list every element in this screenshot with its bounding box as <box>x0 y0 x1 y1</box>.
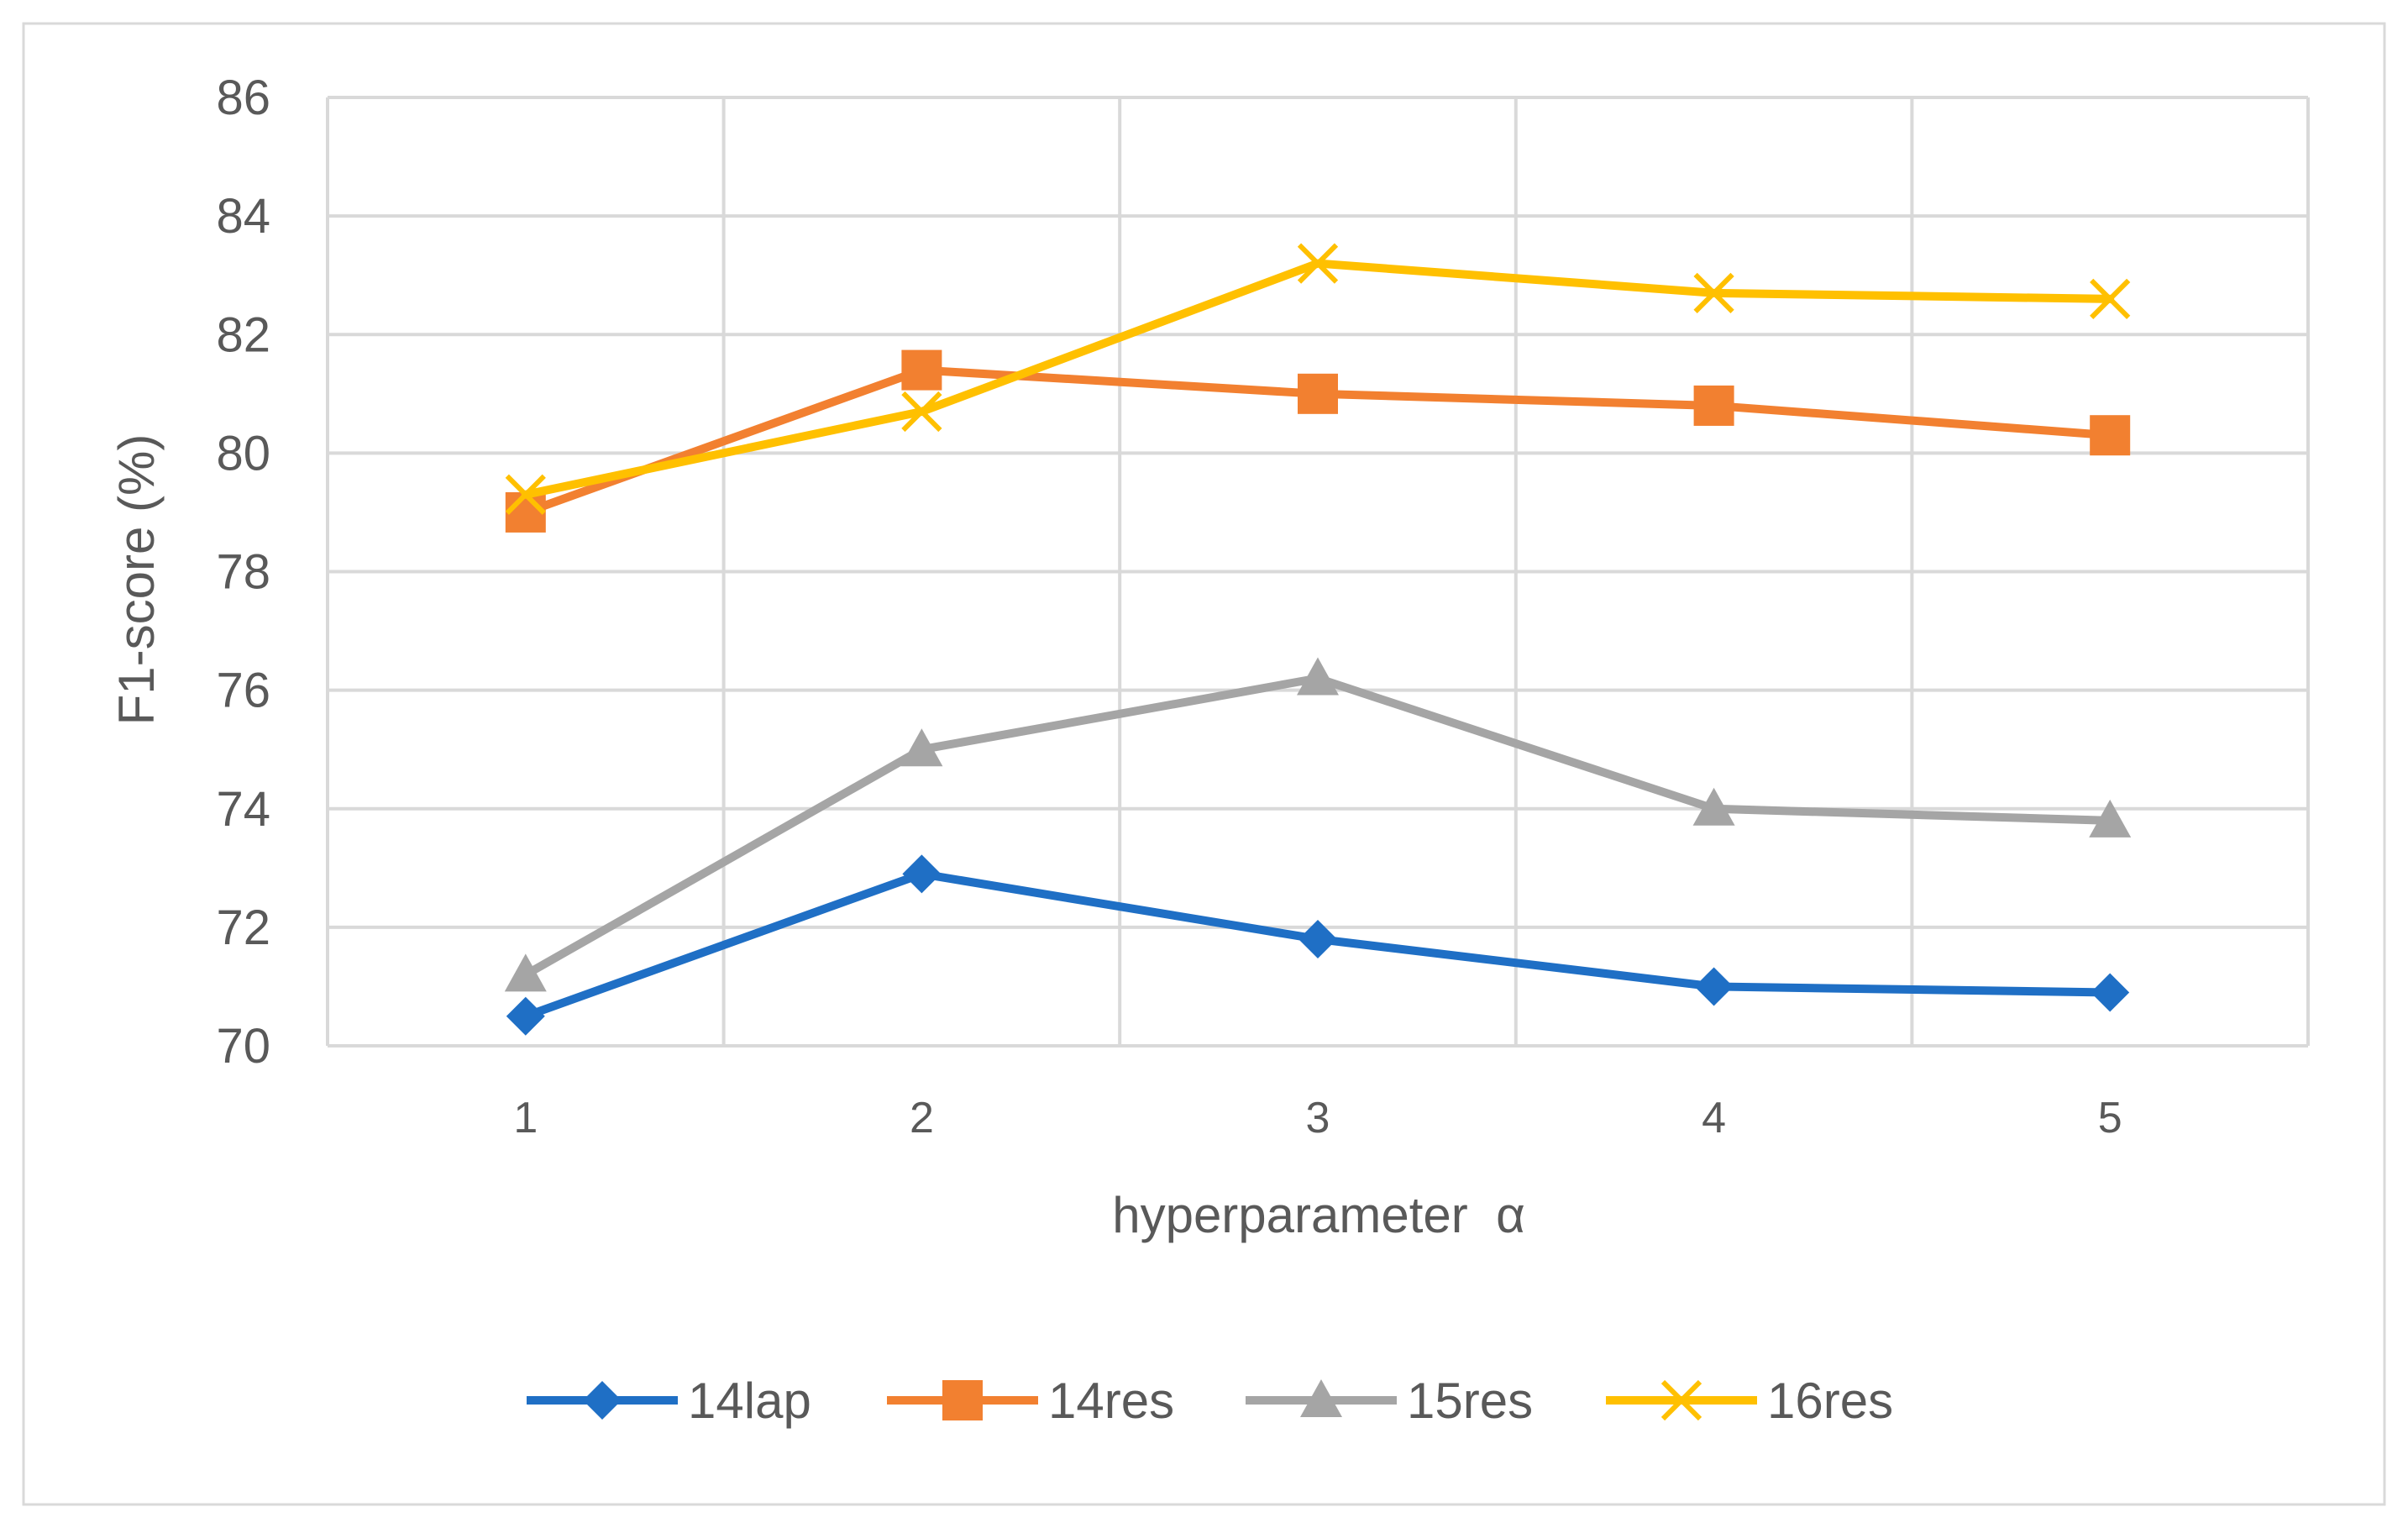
y-tick-label: 70 <box>216 1019 270 1074</box>
data-point <box>505 474 546 515</box>
y-tick-label: 84 <box>216 189 270 244</box>
y-tick-label: 86 <box>216 71 270 125</box>
grid <box>326 96 2310 1048</box>
data-point <box>1693 272 1734 313</box>
legend-label: 14lap <box>688 1373 811 1429</box>
y-tick-label: 78 <box>216 545 270 600</box>
legend-marker <box>1300 1379 1342 1417</box>
y-axis-title: F1-score (%) <box>108 434 165 726</box>
data-point <box>1694 967 1734 1006</box>
data-point <box>504 953 547 992</box>
data-point <box>2091 973 2130 1012</box>
data-point <box>505 491 546 533</box>
y-tick-label: 82 <box>216 307 270 362</box>
legend-item-15res: 15res <box>1246 1373 1533 1429</box>
series-16res <box>505 243 2131 515</box>
series <box>504 243 2132 1036</box>
data-point <box>2090 278 2131 320</box>
data-point <box>901 349 942 391</box>
data-point <box>1298 919 1337 958</box>
x-axis-title: hyperparameter α <box>1112 1187 1525 1243</box>
x-tick-label: 2 <box>910 1094 934 1142</box>
series-14res <box>505 349 2131 533</box>
data-point <box>2090 415 2131 456</box>
chart-frame <box>22 22 2386 1506</box>
legend-label: 15res <box>1407 1373 1533 1429</box>
data-point <box>2089 799 2132 838</box>
data-point <box>1298 373 1338 414</box>
data-point <box>506 996 545 1036</box>
y-tick-label: 76 <box>216 664 270 718</box>
series-14lap <box>506 854 2130 1036</box>
y-axis-ticks: 70 72 74 76 78 80 82 84 86 <box>216 71 270 1074</box>
x-tick-label: 1 <box>513 1094 538 1142</box>
x-tick-label: 5 <box>2098 1094 2122 1142</box>
legend-item-14res: 14res <box>887 1373 1174 1429</box>
data-point <box>902 854 942 894</box>
legend-marker <box>583 1381 622 1420</box>
data-point <box>901 391 942 433</box>
data-point <box>1693 385 1734 426</box>
legend-marker <box>1660 1379 1702 1421</box>
legend-item-14lap: 14lap <box>527 1373 811 1429</box>
data-point <box>900 728 943 767</box>
y-tick-label: 74 <box>216 782 270 837</box>
data-point <box>1692 787 1735 826</box>
legend-item-16res: 16res <box>1606 1373 1893 1429</box>
x-tick-label: 4 <box>1702 1094 1726 1142</box>
data-point <box>1297 243 1339 284</box>
y-tick-label: 80 <box>216 426 270 480</box>
x-axis-ticks: 1 2 3 4 5 <box>513 1094 2122 1142</box>
legend: 14lap 14res 15res 16res <box>527 1373 1893 1429</box>
legend-marker <box>942 1380 983 1420</box>
legend-label: 14res <box>1048 1373 1174 1429</box>
legend-label: 16res <box>1767 1373 1893 1429</box>
data-point <box>1297 657 1339 696</box>
series-15res <box>504 657 2132 992</box>
y-tick-label: 72 <box>216 901 270 955</box>
x-tick-label: 3 <box>1306 1094 1330 1142</box>
